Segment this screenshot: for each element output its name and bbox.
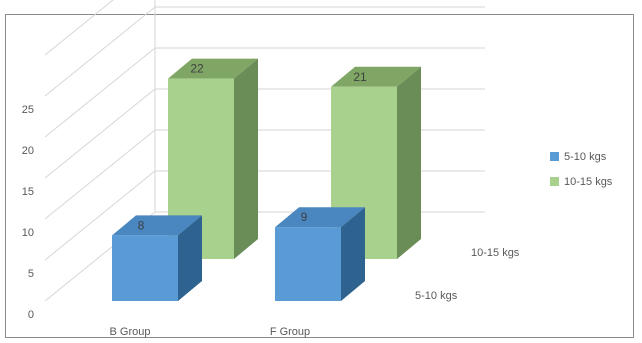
legend-swatch bbox=[550, 177, 559, 186]
y-tick-label: 5 bbox=[28, 268, 34, 280]
category-label: B Group bbox=[110, 326, 151, 338]
bar-side bbox=[341, 207, 365, 301]
bar-front bbox=[112, 235, 178, 301]
legend-label: 10-15 kgs bbox=[564, 176, 613, 188]
bar bbox=[112, 215, 202, 301]
gridline bbox=[44, 0, 114, 56]
category-label: F Group bbox=[270, 326, 310, 338]
y-tick-label: 25 bbox=[22, 104, 34, 116]
gridline bbox=[44, 47, 156, 138]
gridline bbox=[44, 170, 156, 261]
depth-axis-label: 10-15 kgs bbox=[471, 247, 520, 259]
data-label: 8 bbox=[138, 218, 145, 232]
data-label: 9 bbox=[301, 210, 308, 224]
y-tick-label: 10 bbox=[22, 227, 34, 239]
data-label: 21 bbox=[353, 70, 367, 84]
bar-side bbox=[397, 66, 421, 259]
bar-top bbox=[112, 215, 202, 236]
bar-top bbox=[168, 58, 258, 79]
bar-top bbox=[331, 66, 421, 87]
bar-front bbox=[275, 227, 341, 301]
y-tick-label: 20 bbox=[22, 145, 34, 157]
data-labels: 22 21 8 9 bbox=[138, 62, 367, 233]
y-axis-ticks: 0 5 10 15 20 25 bbox=[22, 104, 34, 321]
bar-side bbox=[234, 58, 258, 259]
gridline bbox=[44, 6, 156, 97]
bars bbox=[112, 58, 421, 301]
y-tick-label: 15 bbox=[22, 186, 34, 198]
legend: 5-10 kgs 10-15 kgs bbox=[550, 151, 613, 188]
bar-top bbox=[275, 207, 365, 228]
y-tick-label: 0 bbox=[28, 309, 34, 321]
category-labels: B Group F Group bbox=[110, 326, 311, 338]
legend-label: 5-10 kgs bbox=[564, 151, 607, 163]
bar bbox=[275, 207, 365, 301]
bar-side bbox=[178, 215, 202, 301]
data-label: 22 bbox=[190, 62, 204, 76]
gridline bbox=[44, 88, 156, 179]
depth-axis-labels: 5-10 kgs 10-15 kgs bbox=[415, 247, 520, 302]
depth-axis-label: 5-10 kgs bbox=[415, 290, 458, 302]
legend-swatch bbox=[550, 152, 559, 161]
gridline bbox=[44, 129, 156, 220]
